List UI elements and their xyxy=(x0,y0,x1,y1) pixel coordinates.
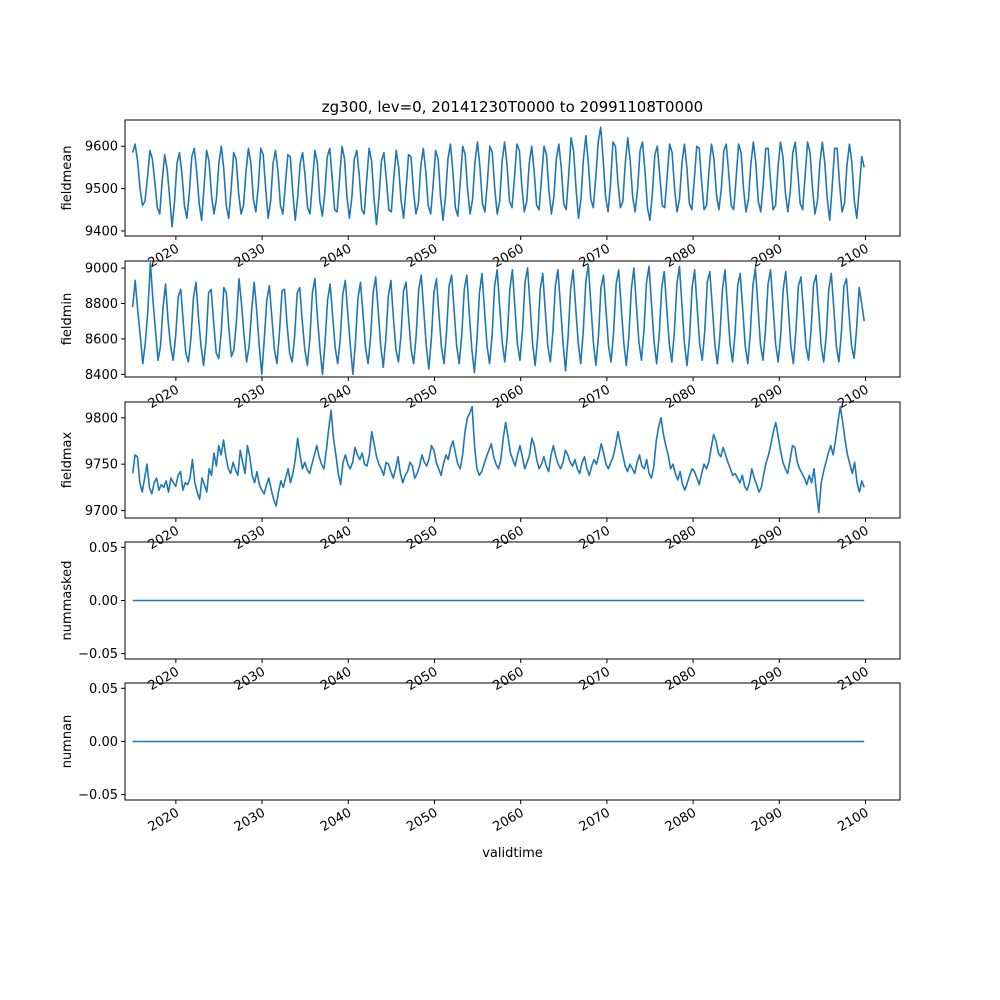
x-tick-label-fieldmin: 2030 xyxy=(232,382,268,412)
y-tick-label-nummasked: 0.00 xyxy=(89,594,118,609)
x-tick-label-fieldmax: 2040 xyxy=(318,523,354,553)
x-tick-label-fieldmean: 2050 xyxy=(404,241,440,271)
x-tick-label-nummasked: 2040 xyxy=(318,664,354,694)
x-tick-label-numnan: 2060 xyxy=(491,805,527,835)
x-tick-label-nummasked: 2080 xyxy=(663,664,699,694)
x-tick-label-nummasked: 2030 xyxy=(232,664,268,694)
axes-frame-fieldmean xyxy=(124,119,901,237)
x-tick-label-fieldmax: 2070 xyxy=(577,523,613,553)
y-axis-label-fieldmax: fieldmax xyxy=(60,432,75,489)
y-tick-label-fieldmax: 9750 xyxy=(85,458,118,473)
x-tick-label-fieldmean: 2070 xyxy=(577,241,613,271)
x-tick-label-fieldmean: 2090 xyxy=(749,241,785,271)
x-tick-label-numnan: 2080 xyxy=(663,805,699,835)
axes-frame-fieldmin xyxy=(124,260,901,378)
x-tick-label-nummasked: 2070 xyxy=(577,664,613,694)
subplot-numnan: −0.05 0.00 0.05 2020 2030 2040 2050 2060 2070 208… xyxy=(60,682,901,861)
x-tick-label-fieldmean: 2030 xyxy=(232,241,268,271)
series-line-fieldmin xyxy=(131,261,866,376)
x-tick-label-fieldmin: 2050 xyxy=(404,382,440,412)
x-tick-label-fieldmax: 2030 xyxy=(232,523,268,553)
y-axis-label-nummasked: nummasked xyxy=(60,561,75,641)
y-tick-label-fieldmean: 9600 xyxy=(85,140,118,155)
x-tick-label-fieldmin: 2070 xyxy=(577,382,613,412)
x-tick-label-numnan: 2100 xyxy=(835,805,871,835)
y-tick-label-nummasked: 0.05 xyxy=(89,541,118,556)
series-line-fieldmean xyxy=(131,126,865,228)
x-tick-label-fieldmax: 2100 xyxy=(835,523,871,553)
y-tick-label-fieldmax: 9800 xyxy=(85,411,118,426)
x-tick-label-fieldmin: 2040 xyxy=(318,382,354,412)
subplot-nummasked: −0.05 0.00 0.05 2020 2030 2040 2050 2060 2070 208… xyxy=(60,541,901,694)
subplot-fieldmin: 8400 8600 8800 9000 2020 2030 2040 2050 2060 2070… xyxy=(60,260,901,412)
y-tick-label-fieldmin: 9000 xyxy=(85,262,118,277)
x-tick-label-nummasked: 2100 xyxy=(835,664,871,694)
series-line-fieldmax xyxy=(131,405,865,514)
y-tick-label-fieldmin: 8600 xyxy=(85,332,118,347)
y-tick-label-fieldmean: 9500 xyxy=(85,182,118,197)
y-axis-label-numnan: numnan xyxy=(60,715,75,769)
x-tick-label-fieldmean: 2080 xyxy=(663,241,699,271)
x-tick-label-fieldmean: 2100 xyxy=(835,241,871,271)
x-tick-label-fieldmax: 2060 xyxy=(491,523,527,553)
x-tick-label-numnan: 2070 xyxy=(577,805,613,835)
x-tick-label-numnan: 2020 xyxy=(146,805,182,835)
x-tick-label-nummasked: 2060 xyxy=(491,664,527,694)
x-tick-label-fieldmax: 2020 xyxy=(146,523,182,553)
y-tick-label-fieldmin: 8400 xyxy=(85,368,118,383)
x-tick-label-nummasked: 2050 xyxy=(404,664,440,694)
y-tick-label-fieldmin: 8800 xyxy=(85,297,118,312)
x-tick-label-numnan: 2090 xyxy=(749,805,785,835)
y-tick-label-fieldmax: 9700 xyxy=(85,504,118,519)
y-axis-label-fieldmin: fieldmin xyxy=(60,293,75,346)
subplots: 9400 9500 9600 2020 2030 2040 2050 2060 2070 2080… xyxy=(60,119,901,861)
x-tick-label-fieldmax: 2090 xyxy=(749,523,785,553)
axes-frame-fieldmax xyxy=(124,401,901,519)
x-tick-label-fieldmin: 2080 xyxy=(663,382,699,412)
x-tick-label-fieldmin: 2060 xyxy=(491,382,527,412)
x-tick-label-fieldmin: 2090 xyxy=(749,382,785,412)
chart-title: zg300, lev=0, 20141230T0000 to 20991108T… xyxy=(322,98,703,116)
x-tick-label-numnan: 2040 xyxy=(318,805,354,835)
x-tick-label-fieldmin: 2020 xyxy=(146,382,182,412)
y-axis-label-fieldmean: fieldmean xyxy=(60,146,75,211)
x-tick-label-fieldmax: 2080 xyxy=(663,523,699,553)
x-tick-label-fieldmax: 2050 xyxy=(404,523,440,553)
y-tick-label-nummasked: −0.05 xyxy=(78,647,118,662)
x-tick-label-numnan: 2030 xyxy=(232,805,268,835)
y-tick-label-numnan: −0.05 xyxy=(78,788,118,803)
y-tick-label-numnan: 0.05 xyxy=(89,682,118,697)
x-tick-label-nummasked: 2090 xyxy=(749,664,785,694)
y-tick-label-fieldmean: 9400 xyxy=(85,224,118,239)
x-tick-label-fieldmean: 2060 xyxy=(491,241,527,271)
x-tick-label-fieldmean: 2040 xyxy=(318,241,354,271)
x-tick-label-nummasked: 2020 xyxy=(146,664,182,694)
subplot-fieldmax: 9700 9750 9800 2020 2030 2040 2050 2060 2070 2080… xyxy=(60,401,901,553)
y-tick-label-numnan: 0.00 xyxy=(89,735,118,750)
x-axis-label: validtime xyxy=(482,846,543,861)
x-tick-label-numnan: 2050 xyxy=(404,805,440,835)
